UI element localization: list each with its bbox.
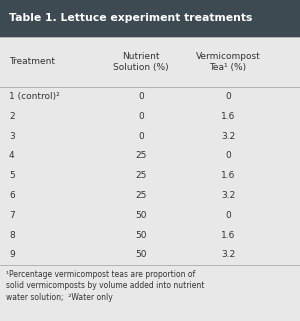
Text: 0: 0	[225, 152, 231, 160]
Text: 25: 25	[135, 171, 147, 180]
Text: 25: 25	[135, 191, 147, 200]
FancyBboxPatch shape	[0, 0, 300, 37]
Text: 0: 0	[138, 92, 144, 101]
Text: 50: 50	[135, 211, 147, 220]
Text: 1 (control)²: 1 (control)²	[9, 92, 60, 101]
Text: Vermicompost
Tea¹ (%): Vermicompost Tea¹ (%)	[196, 52, 260, 72]
Text: 8: 8	[9, 230, 15, 240]
Text: 1.6: 1.6	[221, 230, 235, 240]
Text: 3.2: 3.2	[221, 250, 235, 259]
Text: 5: 5	[9, 171, 15, 180]
Text: 0: 0	[225, 211, 231, 220]
Text: 6: 6	[9, 191, 15, 200]
Text: 7: 7	[9, 211, 15, 220]
Text: 3: 3	[9, 132, 15, 141]
Text: ¹Percentage vermicompost teas are proportion of
solid vermicomposts by volume ad: ¹Percentage vermicompost teas are propor…	[6, 270, 204, 302]
Text: 4: 4	[9, 152, 15, 160]
Text: 0: 0	[225, 92, 231, 101]
Text: 2: 2	[9, 112, 15, 121]
Text: 25: 25	[135, 152, 147, 160]
Text: 50: 50	[135, 230, 147, 240]
Text: Table 1. Lettuce experiment treatments: Table 1. Lettuce experiment treatments	[9, 13, 252, 23]
Text: 9: 9	[9, 250, 15, 259]
Text: 1.6: 1.6	[221, 171, 235, 180]
Text: Treatment: Treatment	[9, 57, 55, 66]
Text: 3.2: 3.2	[221, 191, 235, 200]
Text: 50: 50	[135, 250, 147, 259]
Text: 0: 0	[138, 112, 144, 121]
Text: 3.2: 3.2	[221, 132, 235, 141]
Text: 1.6: 1.6	[221, 112, 235, 121]
Text: Nutrient
Solution (%): Nutrient Solution (%)	[113, 52, 169, 72]
Text: 0: 0	[138, 132, 144, 141]
